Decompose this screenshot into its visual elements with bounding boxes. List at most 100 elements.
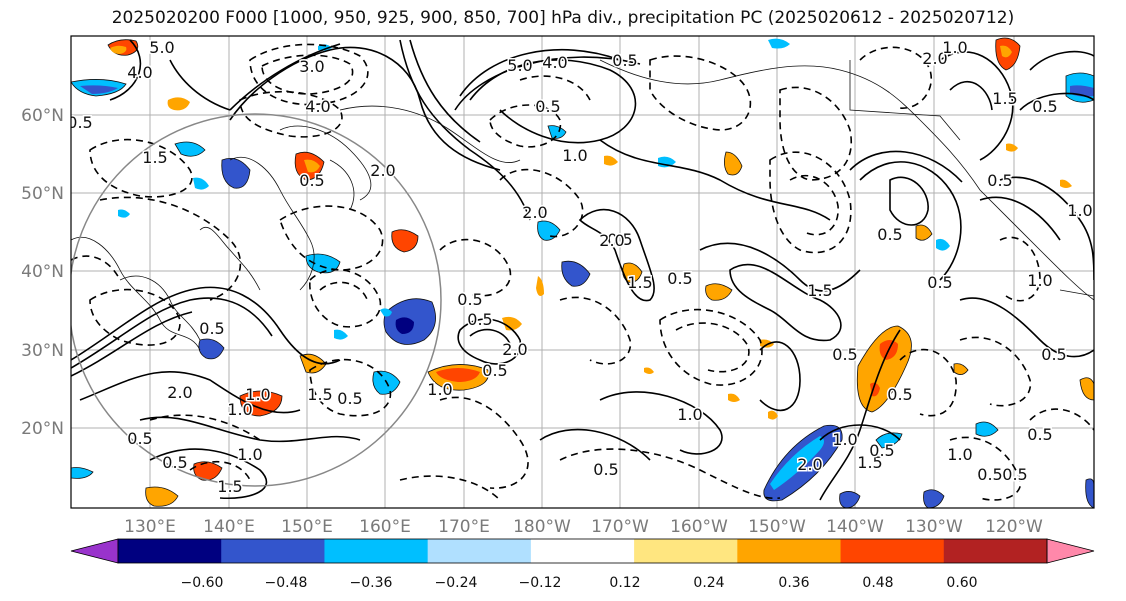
lon-label: 180°W [513, 517, 571, 537]
contour-label: 0.5 [162, 453, 187, 472]
colorbar [70, 538, 1095, 564]
contour-label: 0.5 [1032, 97, 1057, 116]
lon-label: 150°E [281, 517, 333, 537]
contour-label: 1.0 [947, 445, 972, 464]
contour-label: 1.5 [807, 281, 832, 300]
lon-label: 130°W [905, 517, 963, 537]
colorbar-segment [530, 539, 635, 563]
contour-label: 0.5 [199, 319, 224, 338]
colorbar-segment [634, 539, 738, 563]
colorbar-segment [840, 539, 945, 563]
contour-label: 0.5 [593, 460, 618, 479]
colorbar-segment [118, 539, 222, 563]
contour-label: 1.5 [307, 385, 332, 404]
contour-label: 3.0 [299, 57, 324, 76]
contour-label: 1.0 [237, 445, 262, 464]
lon-label: 170°W [591, 517, 649, 537]
colorbar-tick-label: 0.48 [862, 575, 893, 591]
contour-label: 0.5 [67, 113, 92, 132]
contour-label: 0.5 [987, 171, 1012, 190]
lon-label: 120°W [985, 517, 1043, 537]
lon-label: 140°E [203, 517, 255, 537]
lon-label: 160°E [359, 517, 411, 537]
contour-label: 0.5 [1041, 345, 1066, 364]
colorbar-tick-label: −0.36 [350, 575, 393, 591]
contour-label: 0.5 [612, 51, 637, 70]
contour-label: 2.0 [599, 231, 624, 250]
colorbar-tick-label: 0.60 [946, 575, 977, 591]
contour-label: 1.0 [1027, 271, 1052, 290]
contour-label: 0.5 [877, 225, 902, 244]
lon-label: 150°W [748, 517, 806, 537]
colorbar-segment [427, 539, 532, 563]
contour-label: 0.5 [832, 345, 857, 364]
colorbar-segment [943, 539, 1048, 563]
contour-labels: 5.04.00.53.04.00.51.52.00.52.01.00.55.0 4… [67, 37, 1094, 498]
colorbar-tick-label: −0.48 [265, 575, 308, 591]
lon-label: 170°E [438, 517, 490, 537]
contour-label: 1.0 [227, 400, 252, 419]
map-title: 2025020200 F000 [1000, 950, 925, 900, 85… [111, 8, 1015, 28]
colorbar-tick-label: −0.24 [435, 575, 478, 591]
contour-label: 0.5 [127, 429, 152, 448]
colorbar-segment [324, 539, 429, 563]
contour-label: 1.0 [427, 380, 452, 399]
lat-label: 50°N [21, 184, 64, 204]
colorbar-extend-high [1046, 538, 1095, 564]
colorbar-tick-label: 0.12 [609, 575, 640, 591]
contour-label: 2.0 [922, 49, 947, 68]
contour-label: 1.0 [1067, 201, 1092, 220]
colorbar-segment [221, 539, 325, 563]
contour-label: 0.5 [869, 441, 894, 460]
contour-label: 2.0 [797, 455, 822, 474]
lat-label: 60°N [21, 106, 64, 126]
contour-label: 0.5 [457, 290, 482, 309]
contour-label: 2.0 [522, 203, 547, 222]
colorbar-ticks: −0.60 −0.48 −0.36 −0.24 −0.12 0.12 0.24 … [181, 575, 978, 591]
colorbar-tick-label: −0.60 [181, 575, 224, 591]
lon-label: 140°W [826, 517, 884, 537]
contour-label: 1.5 [992, 89, 1017, 108]
solid-contours [71, 39, 1094, 501]
contour-label: 1.5 [217, 477, 242, 496]
contour-label: 1.5 [857, 453, 882, 472]
contour-label: 0.5 [887, 385, 912, 404]
contour-label: 1.0 [942, 38, 967, 57]
contour-label: 0.5 [927, 273, 952, 292]
contour-label: 4.0 [542, 53, 567, 72]
contour-label: 2.0 [370, 161, 395, 180]
colorbar-tick-label: 0.24 [693, 575, 724, 591]
contour-label: 4.0 [127, 63, 152, 82]
contour-label: 0.5 [1002, 465, 1027, 484]
contour-label: 1.0 [832, 430, 857, 449]
lat-label: 40°N [21, 262, 64, 282]
dashed-contours [71, 43, 1094, 501]
contour-label: 4.0 [305, 97, 330, 116]
lat-label: 20°N [21, 419, 64, 439]
contour-label: 5.0 [507, 56, 532, 75]
contour-label: 1.5 [142, 148, 167, 167]
reference-circle [71, 113, 442, 487]
contour-label: 0.5 [299, 171, 324, 190]
lat-label: 30°N [21, 341, 64, 361]
lat-labels: 60°N 50°N 40°N 30°N 20°N [21, 106, 64, 439]
colorbar-extend-low [70, 538, 119, 564]
contour-label: 0.5 [337, 389, 362, 408]
lon-label: 160°W [670, 517, 728, 537]
contour-label: 5.0 [149, 38, 174, 57]
contour-label: 1.0 [677, 405, 702, 424]
contour-label: 0.5 [467, 310, 492, 329]
contour-label: 0.5 [667, 269, 692, 288]
contour-label: 1.0 [245, 385, 270, 404]
colorbar-tick-label: 0.36 [778, 575, 809, 591]
colorbar-segment [737, 539, 842, 563]
contour-label: 0.5 [535, 97, 560, 116]
contour-label: 0.5 [482, 361, 507, 380]
contour-label: 0.5 [607, 230, 632, 249]
contour-label: 2.0 [167, 383, 192, 402]
contour-label: 0.5 [977, 465, 1002, 484]
contour-label: 0.5 [1027, 425, 1052, 444]
contour-label: 2.0 [502, 340, 527, 359]
lon-labels: 130°E 140°E 150°E 160°E 170°E 180°W 170°… [124, 517, 1043, 537]
